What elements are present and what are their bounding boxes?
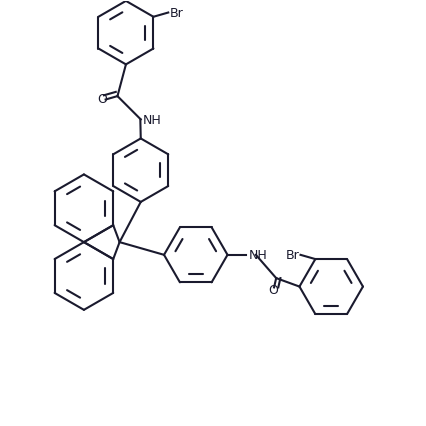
Text: O: O [268, 284, 278, 297]
Text: NH: NH [143, 114, 161, 127]
Text: Br: Br [285, 249, 299, 262]
Text: O: O [98, 92, 108, 106]
Text: NH: NH [249, 249, 268, 262]
Text: Br: Br [170, 7, 183, 20]
